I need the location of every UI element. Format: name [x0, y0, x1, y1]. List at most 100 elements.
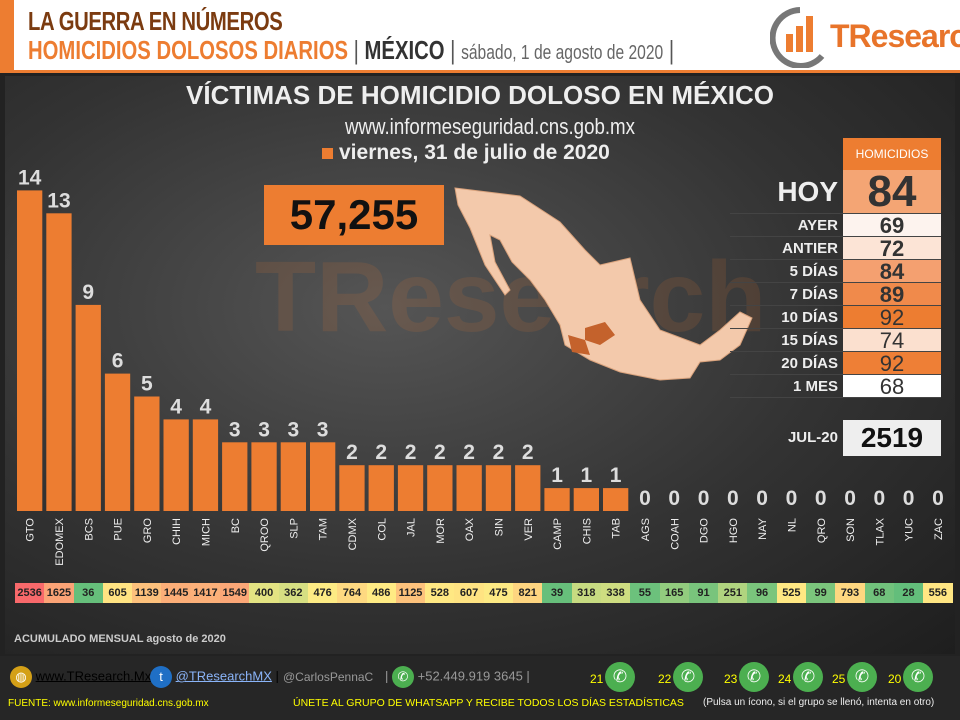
- row-value: 84: [843, 260, 941, 283]
- heat-cell: 486: [366, 583, 396, 603]
- whatsapp-icon[interactable]: ✆: [847, 662, 877, 692]
- tresearch-logo: TResearch: [769, 4, 960, 69]
- category-label: GTO: [25, 518, 37, 542]
- row-value: 69: [843, 214, 941, 237]
- whatsapp-icon[interactable]: ✆: [605, 662, 635, 692]
- phone-link[interactable]: | ✆ +52.449.919 3645 |: [385, 666, 530, 688]
- whatsapp-icon[interactable]: ✆: [739, 662, 769, 692]
- bar-CHIH: [163, 419, 189, 511]
- mexico-map: [454, 187, 753, 381]
- category-label: QRO: [816, 518, 828, 544]
- bar-value-label: 0: [668, 487, 680, 510]
- category-label: CDMX: [347, 517, 359, 550]
- whatsapp-icon[interactable]: ✆: [673, 662, 703, 692]
- heat-cell: 1417: [190, 583, 221, 603]
- header-title: LA GUERRA EN NÚMEROS: [28, 6, 283, 36]
- website-text: www.TResearch.Mx: [35, 668, 152, 684]
- group-number: 20: [888, 672, 902, 686]
- heat-cell: 36: [73, 583, 103, 603]
- heat-cell: 28: [893, 583, 924, 603]
- category-label: DGO: [699, 518, 711, 544]
- cta-note: (Pulsa un ícono, si el grupo se llenó, i…: [703, 697, 935, 708]
- row-label: ANTIER: [782, 240, 838, 257]
- bar-TAB: [603, 488, 629, 511]
- summary-row: 15 DÍAS 74: [730, 329, 941, 352]
- bar-value-label: 2: [434, 441, 446, 464]
- category-label: COAH: [669, 518, 681, 550]
- bar-value-label: 14: [18, 166, 42, 189]
- chart-panel: [5, 76, 955, 654]
- heat-cell: 1549: [220, 583, 250, 603]
- row-value: 92: [843, 352, 941, 375]
- divider: [0, 70, 960, 73]
- category-label: YUC: [904, 518, 916, 541]
- bar-value-label: 1: [581, 464, 593, 487]
- bar-value-label: 2: [522, 441, 534, 464]
- bar-value-label: 0: [815, 487, 827, 510]
- bar-JAL: [397, 465, 424, 511]
- heat-cell: 400: [249, 583, 279, 603]
- globe-icon: ◍: [10, 666, 32, 688]
- row-value: 72: [843, 237, 941, 260]
- bar-TAM: [310, 442, 336, 511]
- category-label: TLAX: [874, 517, 886, 545]
- group-number: 21: [590, 672, 604, 686]
- legend-swatch: [322, 148, 333, 159]
- row-label: AYER: [797, 217, 838, 234]
- map-highlight: [568, 322, 615, 355]
- heat-cell: 607: [454, 583, 484, 603]
- row-label: 15 DÍAS: [781, 332, 838, 349]
- header: LA GUERRA EN NÚMEROS HOMICIDIOS DOLOSOS …: [0, 0, 960, 72]
- summary-table: HOMICIDIOS HOY 84 AYER 69 ANTIER 72 5 DÍAS 84 7…: [730, 138, 941, 456]
- bar-value-label: 13: [47, 189, 70, 212]
- whatsapp-icon[interactable]: ✆: [903, 662, 933, 692]
- website-link[interactable]: ◍ www.TResearch.Mx |: [10, 666, 158, 688]
- heat-cell: 764: [337, 583, 367, 603]
- twitter-link[interactable]: t @TResearchMX |: [150, 666, 279, 688]
- twitter2-text: @CarlosPennaC: [283, 670, 374, 684]
- bar-value-label: 3: [258, 418, 270, 441]
- heat-cell: 99: [806, 583, 836, 603]
- group-number: 25: [832, 672, 846, 686]
- bar-SLP: [280, 442, 306, 511]
- bar-value-label: 4: [170, 395, 182, 418]
- category-label: NAY: [757, 517, 769, 539]
- category-label: HGO: [728, 518, 740, 544]
- heat-cell: 1625: [44, 583, 74, 603]
- logo-text: TResearch: [830, 18, 960, 54]
- category-label: SIN: [493, 518, 505, 536]
- bar-COL: [368, 465, 394, 511]
- heat-cell: 475: [483, 583, 514, 603]
- category-label: COL: [376, 518, 388, 541]
- row-label: 5 DÍAS: [789, 263, 838, 280]
- chart-source-url: www.informeseguridad.cns.gob.mx: [345, 114, 635, 139]
- bar-value-label: 3: [229, 418, 241, 441]
- bar-value-label: 9: [82, 281, 94, 304]
- bar-value-label: 2: [405, 441, 417, 464]
- source-text: FUENTE: www.informeseguridad.cns.gob.mx: [8, 698, 209, 709]
- bar-value-label: 0: [756, 487, 768, 510]
- heat-cell: 2536: [15, 583, 45, 603]
- category-label: AGS: [640, 518, 652, 541]
- heat-cell: 39: [542, 583, 572, 603]
- category-label: CHIS: [581, 518, 593, 544]
- bar-value-label: 2: [493, 441, 505, 464]
- subtitle-topic: HOMICIDIOS DOLOSOS DIARIOS: [28, 35, 348, 65]
- bar-BC: [222, 442, 248, 511]
- row-label: 20 DÍAS: [781, 355, 838, 372]
- bar-value-label: 0: [786, 487, 798, 510]
- category-label: CAMP: [552, 518, 564, 550]
- summary-row: 20 DÍAS 92: [730, 352, 941, 375]
- category-label: QROO: [259, 518, 271, 552]
- subtitle-country: MÉXICO: [364, 35, 445, 65]
- twitter-text: @TResearchMX: [175, 668, 272, 684]
- whatsapp-icon[interactable]: ✆: [793, 662, 823, 692]
- category-label: PUE: [113, 518, 125, 541]
- heat-cell: 556: [923, 583, 953, 603]
- monthly-label: ACUMULADO MENSUAL agosto de 2020: [14, 633, 226, 645]
- category-label: NL: [786, 518, 798, 532]
- heat-cell: 821: [513, 583, 543, 603]
- category-label: TAM: [318, 518, 330, 540]
- heat-cell: 318: [571, 583, 601, 603]
